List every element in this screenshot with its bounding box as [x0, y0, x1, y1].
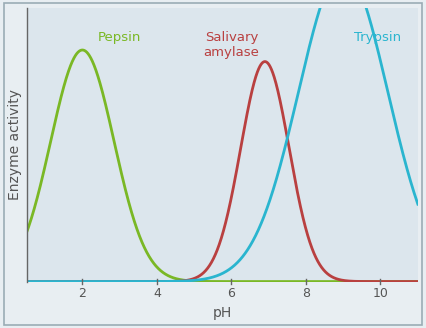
Text: Pepsin: Pepsin [97, 31, 141, 45]
X-axis label: pH: pH [213, 306, 232, 320]
Y-axis label: Enzyme activity: Enzyme activity [9, 90, 22, 200]
Text: Salivary
amylase: Salivary amylase [204, 31, 259, 59]
Text: Trypsin: Trypsin [354, 31, 401, 45]
